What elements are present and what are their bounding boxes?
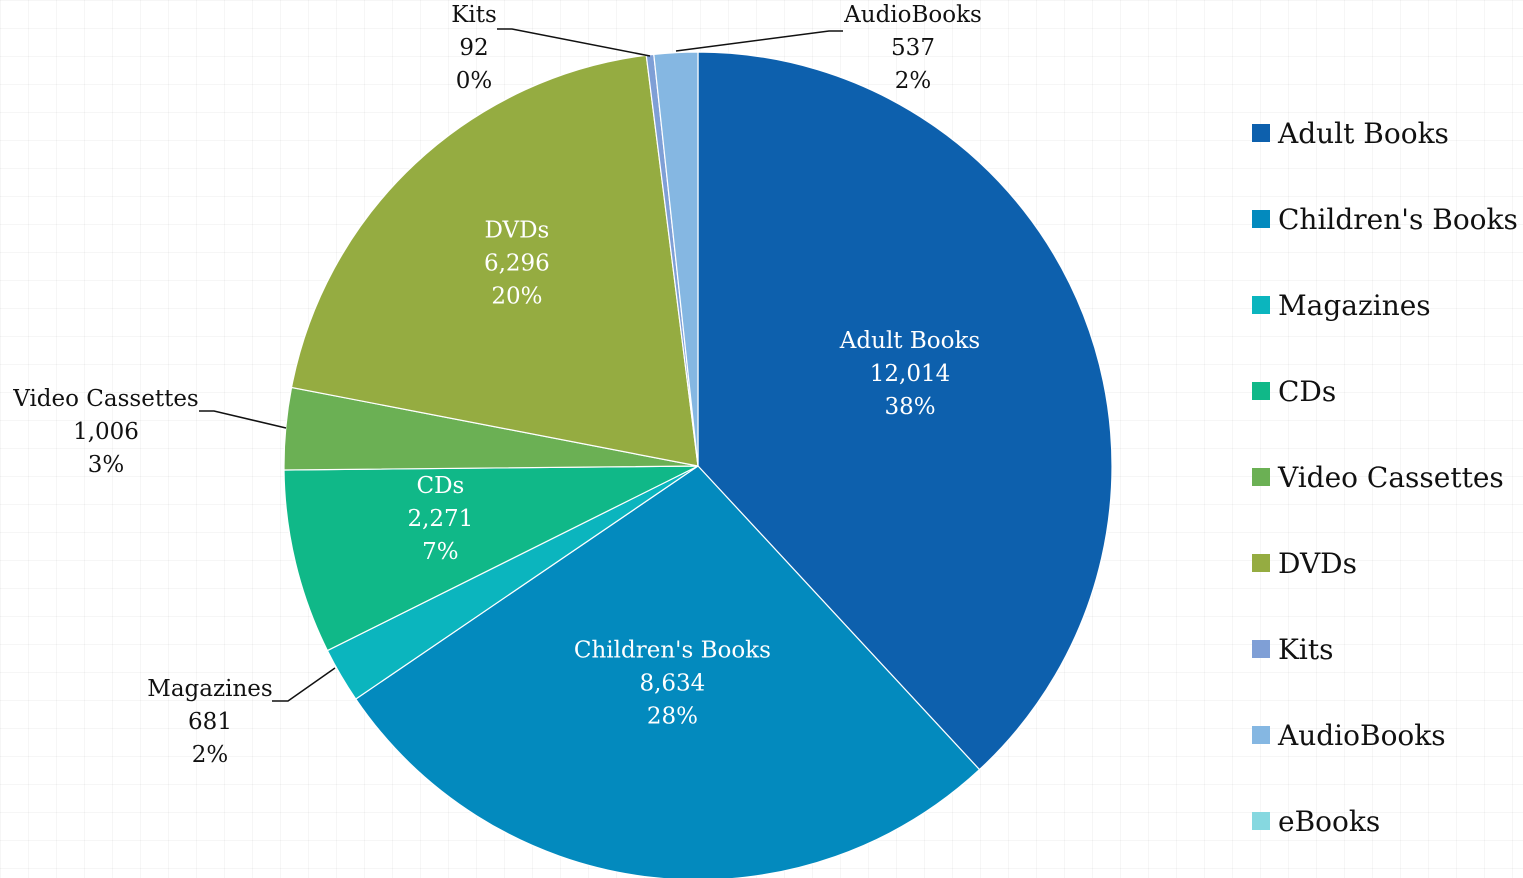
legend-swatch (1252, 640, 1270, 658)
legend-item-adult-books: Adult Books (1252, 90, 1518, 176)
legend-item-children-s-books: Children's Books (1252, 176, 1518, 262)
legend-item-ebooks: eBooks (1252, 778, 1518, 864)
legend-item-dvds: DVDs (1252, 520, 1518, 606)
legend-label: Kits (1278, 632, 1334, 666)
legend-swatch (1252, 812, 1270, 830)
legend-item-magazines: Magazines (1252, 262, 1518, 348)
data-label-name: AudioBooks (843, 2, 982, 28)
data-label-percent: 20% (491, 284, 542, 310)
data-label-children-s-books: Children's Books 8,634 28% (574, 637, 771, 729)
data-label-value: 681 (188, 709, 232, 735)
pie-slices (283, 51, 1113, 878)
data-label-adult-books: Adult Books 12,014 38% (839, 328, 980, 420)
data-label-name: Magazines (147, 676, 272, 702)
legend-swatch (1252, 296, 1270, 314)
legend-item-cds: CDs (1252, 348, 1518, 434)
legend: Adult Books Children's Books Magazines CDs V… (1252, 90, 1518, 864)
legend-item-video-cassettes: Video Cassettes (1252, 434, 1518, 520)
data-label-name: Adult Books (839, 328, 980, 354)
data-label-video-cassettes: Video Cassettes 1,006 3% (12, 386, 198, 478)
legend-label: DVDs (1278, 546, 1357, 580)
data-label-percent: 38% (884, 394, 935, 420)
data-label-value: 1,006 (73, 419, 139, 445)
data-label-name: Video Cassettes (12, 386, 198, 412)
data-label-percent: 2% (895, 68, 932, 94)
legend-label: Adult Books (1278, 116, 1449, 150)
legend-swatch (1252, 210, 1270, 228)
data-label-percent: 7% (422, 539, 459, 565)
data-label-kits: Kits 92 0% (451, 2, 497, 94)
leader-line-kits (497, 28, 651, 57)
legend-label: eBooks (1278, 804, 1381, 838)
pie-slice-children-s-books (354, 465, 981, 878)
legend-swatch (1252, 726, 1270, 744)
pie-slice-cds (283, 465, 699, 652)
data-label-magazines: Magazines 681 2% (147, 676, 272, 768)
data-label-value: 12,014 (870, 361, 950, 387)
data-label-name: DVDs (484, 218, 549, 244)
legend-swatch (1252, 382, 1270, 400)
leader-line-magazines (272, 667, 336, 702)
legend-label: Children's Books (1278, 202, 1518, 236)
data-label-name: CDs (416, 473, 464, 499)
data-label-audiobooks: AudioBooks 537 2% (843, 2, 982, 94)
pie-slice-dvds (290, 54, 699, 467)
leader-line-audiobooks (675, 30, 843, 52)
data-label-value: 537 (891, 35, 935, 61)
pie-slice-audiobooks (653, 51, 699, 467)
leader-lines (199, 28, 843, 702)
data-label-percent: 0% (456, 68, 493, 94)
data-label-value: 2,271 (407, 506, 473, 532)
data-label-dvds: DVDs 6,296 20% (484, 218, 550, 310)
legend-label: CDs (1278, 374, 1337, 408)
pie-slice-adult-books (697, 51, 1113, 771)
legend-label: Video Cassettes (1278, 460, 1504, 494)
data-label-value: 8,634 (639, 670, 705, 696)
data-label-percent: 2% (192, 742, 229, 768)
legend-label: AudioBooks (1278, 718, 1446, 752)
data-label-value: 92 (459, 35, 488, 61)
legend-item-kits: Kits (1252, 606, 1518, 692)
legend-swatch (1252, 468, 1270, 486)
data-label-cds: CDs 2,271 7% (407, 473, 473, 565)
legend-swatch (1252, 554, 1270, 572)
legend-item-audiobooks: AudioBooks (1252, 692, 1518, 778)
data-label-percent: 28% (647, 703, 698, 729)
data-label-percent: 3% (88, 452, 125, 478)
data-label-name: Children's Books (574, 637, 771, 663)
legend-label: Magazines (1278, 288, 1431, 322)
data-label-name: Kits (451, 2, 497, 28)
data-label-value: 6,296 (484, 251, 550, 277)
data-labels: Adult Books 12,014 38% Children's Books 8,63… (12, 2, 982, 768)
leader-line-video-cassettes (199, 410, 287, 429)
legend-swatch (1252, 124, 1270, 142)
